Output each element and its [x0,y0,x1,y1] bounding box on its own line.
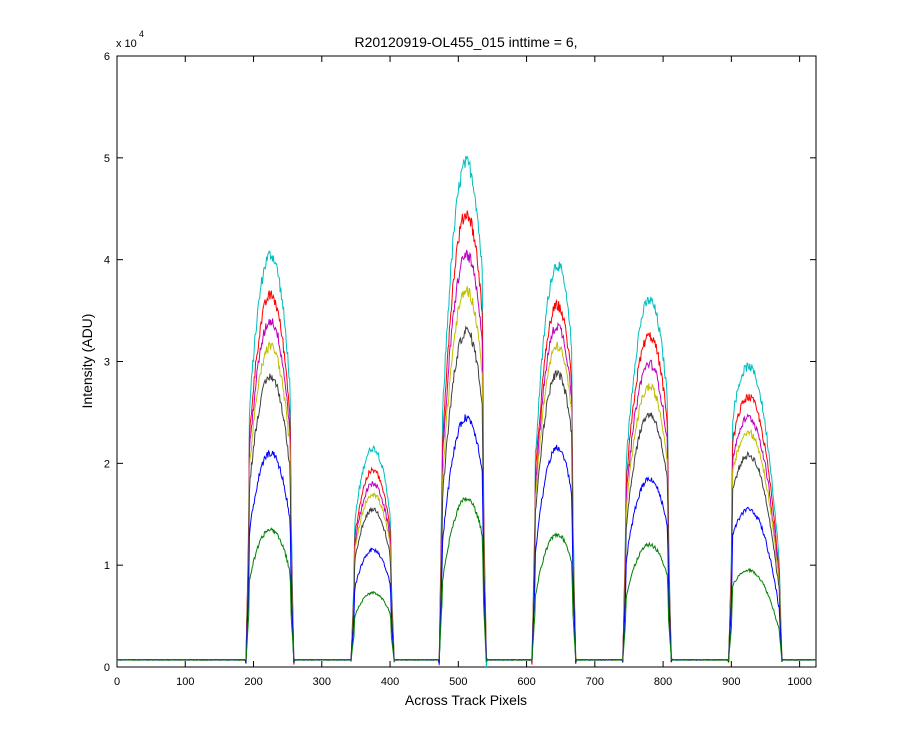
y-multiplier-label: x 10 [116,38,137,50]
tick-layer: 0 100 200 300 400 500 600 700 800 900 1000 0 1 2 3 4 5 6 [104,51,816,688]
x-tick-label: 700 [586,676,604,688]
y-tick-label: 4 [104,255,110,267]
x-axis-label: Across Track Pixels [405,692,527,708]
y-tick-label: 5 [104,153,110,165]
chart-title: R20120919-OL455_015 inttime = 6, [355,34,578,50]
y-multiplier-exponent: 4 [139,29,144,39]
series-line [117,497,817,663]
x-tick-label: 400 [381,676,399,688]
x-tick-label: 1000 [787,676,811,688]
y-tick-label: 2 [104,458,110,470]
x-tick-label: 0 [114,676,120,688]
series-layer [116,155,817,668]
y-axis-label: Intensity (ADU) [79,314,95,409]
x-tick-label: 200 [244,676,262,688]
x-tick-label: 100 [176,676,194,688]
x-tick-label: 500 [449,676,467,688]
plot-area [116,55,817,668]
y-tick-label: 6 [104,51,110,63]
x-tick-label: 300 [313,676,331,688]
x-tick-label: 900 [722,676,740,688]
x-tick-label: 800 [654,676,672,688]
y-tick-label: 1 [104,560,110,572]
x-tick-label: 600 [517,676,535,688]
y-tick-label: 3 [104,357,110,369]
y-tick-label: 0 [104,662,110,674]
